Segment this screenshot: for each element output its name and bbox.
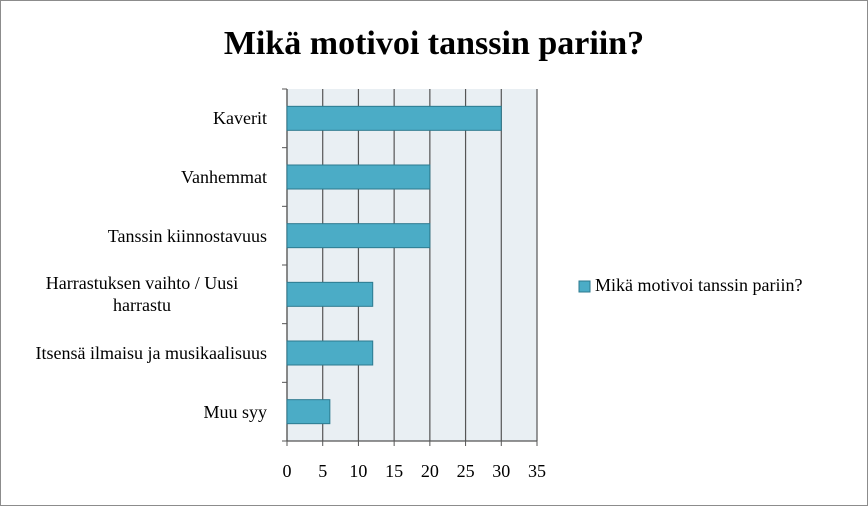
y-tick-label: Vanhemmat <box>181 167 267 187</box>
x-tick-label: 20 <box>421 461 439 481</box>
x-tick-label: 10 <box>349 461 367 481</box>
bar <box>286 399 331 425</box>
y-tick-label-box: Harrastuksen vaihto / Uusi harrastu <box>17 269 267 319</box>
bar <box>286 105 502 131</box>
y-tick-label-box: Vanhemmat <box>17 152 267 202</box>
legend-swatch <box>578 280 591 293</box>
bar <box>286 223 431 249</box>
y-tick-label-box: Tanssin kiinnostavuus <box>17 211 267 261</box>
bar <box>286 340 374 366</box>
x-tick-label: 0 <box>283 461 292 481</box>
y-tick-label: Muu syy <box>203 401 267 422</box>
y-tick-label: Harrastuksen vaihto / Uusi harrastu <box>45 273 239 316</box>
y-tick-label-box: Muu syy <box>17 387 267 437</box>
y-tick-label: Itsensä ilmaisu ja musikaalisuus <box>35 343 267 363</box>
plot-area <box>287 89 537 441</box>
x-tick-label: 15 <box>385 461 403 481</box>
y-tick-label-box: Itsensä ilmaisu ja musikaalisuus <box>17 328 267 378</box>
chart-title: Mikä motivoi tanssin pariin? <box>224 25 644 62</box>
legend-label: Mikä motivoi tanssin pariin? <box>595 275 802 295</box>
y-tick-label-box: Kaverit <box>17 93 267 143</box>
x-tick-label: 5 <box>318 461 327 481</box>
y-tick-label: Kaverit <box>213 108 267 129</box>
x-tick-label: 35 <box>528 461 546 481</box>
bar <box>286 281 374 307</box>
x-tick-label: 25 <box>457 461 475 481</box>
bar <box>286 164 431 190</box>
x-tick-label: 30 <box>492 461 510 481</box>
y-tick-label: Tanssin kiinnostavuus <box>107 225 267 246</box>
